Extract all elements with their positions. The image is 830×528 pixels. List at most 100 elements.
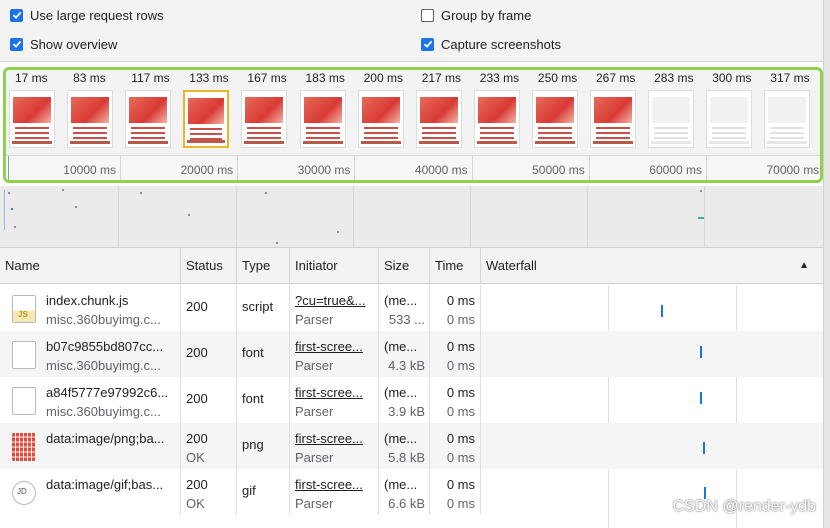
request-domain: misc.360buyimg.c... xyxy=(46,404,161,419)
column-header-status[interactable]: Status xyxy=(180,248,236,284)
ruler-tick xyxy=(706,156,707,180)
request-domain: misc.360buyimg.c... xyxy=(46,358,161,373)
frame-time-label: 17 ms xyxy=(15,71,48,85)
size-cell: (me... 533 ... xyxy=(378,285,429,331)
type-cell: gif xyxy=(236,469,289,515)
type-cell: script xyxy=(236,285,289,331)
request-row[interactable]: b07c9855bd807cc... misc.360buyimg.c... 200… xyxy=(0,331,823,377)
screenshot-filmstrip: 17 ms 83 ms 117 ms 133 ms 167 ms 183 ms 200 ms… xyxy=(3,67,823,183)
ruler-tick xyxy=(237,156,239,180)
screenshot-frame[interactable] xyxy=(415,90,462,148)
type-cell: png xyxy=(236,423,289,469)
transfer-size: (me... xyxy=(384,431,418,446)
request-time: 0 ms xyxy=(446,339,475,354)
group-by-frame-checkbox[interactable]: Group by frame xyxy=(421,6,531,24)
frame-time-label: 233 ms xyxy=(479,71,520,85)
screenshot-frame[interactable] xyxy=(764,90,811,148)
capture-screenshots-checkbox[interactable]: Capture screenshots xyxy=(421,35,561,53)
checkbox-checked-icon xyxy=(421,37,434,51)
request-row[interactable]: a84f5777e97992c6... misc.360buyimg.c... 20… xyxy=(0,377,823,423)
request-type: png xyxy=(242,437,264,452)
size-cell: (me... 4.3 kB xyxy=(378,331,429,377)
screenshot-frame[interactable] xyxy=(125,90,172,148)
initiator-type: Parser xyxy=(295,450,334,465)
request-time: 0 ms xyxy=(446,431,475,446)
name-cell: b07c9855bd807cc... misc.360buyimg.c... xyxy=(0,331,180,377)
request-time: 0 ms xyxy=(446,293,475,308)
vertical-scrollbar[interactable] xyxy=(823,0,830,528)
sort-ascending-icon[interactable]: ▲ xyxy=(799,260,809,271)
column-header-type[interactable]: Type xyxy=(236,248,289,284)
transfer-size: (me... xyxy=(384,477,418,492)
image-thumbnail-icon xyxy=(12,433,36,461)
checkbox-checked-icon xyxy=(10,37,23,51)
request-type: gif xyxy=(242,483,256,498)
request-latency: 0 ms xyxy=(446,450,475,465)
initiator-link[interactable]: ?cu=true&... xyxy=(295,293,366,308)
screenshot-frame[interactable] xyxy=(241,90,288,148)
size-cell: (me... 5.8 kB xyxy=(378,423,429,469)
request-name: data:image/gif;bas... xyxy=(46,477,164,492)
status-cell: 200 xyxy=(180,377,236,423)
status-code: 200 xyxy=(186,477,208,492)
capture-screenshots-label: Capture screenshots xyxy=(441,36,561,52)
large-rows-label: Use large request rows xyxy=(30,7,164,23)
screenshot-frame[interactable] xyxy=(590,90,636,148)
size-cell: (me... 6.6 kB xyxy=(378,469,429,515)
waterfall-bar xyxy=(661,305,663,317)
column-header-initiator[interactable]: Initiator xyxy=(289,248,378,284)
frame-time-label: 283 ms xyxy=(654,71,694,85)
request-row[interactable]: JS index.chunk.js misc.360buyimg.c... 200 sc… xyxy=(0,285,823,331)
request-latency: 0 ms xyxy=(446,496,475,511)
screenshot-frame[interactable] xyxy=(357,90,404,148)
ruler-tick xyxy=(471,156,473,180)
initiator-link[interactable]: first-scree... xyxy=(295,431,363,446)
request-table-header: Name Status Type Initiator Size Time Wat… xyxy=(0,248,823,284)
request-latency: 0 ms xyxy=(446,312,475,327)
request-name: a84f5777e97992c6... xyxy=(46,385,169,400)
screenshot-frame[interactable] xyxy=(706,90,753,148)
frame-time-label: 200 ms xyxy=(363,71,403,85)
status-code: 200 xyxy=(186,391,208,406)
frame-time-label: 250 ms xyxy=(537,71,578,85)
screenshot-frame[interactable] xyxy=(531,90,578,148)
initiator-cell: first-scree... Parser xyxy=(289,377,378,423)
ruler-tick xyxy=(120,156,121,180)
screenshot-frame[interactable] xyxy=(299,90,346,148)
resource-size: 3.9 kB xyxy=(388,404,425,419)
show-overview-checkbox[interactable]: Show overview xyxy=(10,35,117,53)
initiator-link[interactable]: first-scree... xyxy=(295,339,363,354)
screenshot-frame[interactable] xyxy=(473,90,520,148)
resource-size: 5.8 kB xyxy=(388,450,425,465)
network-overview-timeline[interactable] xyxy=(0,186,823,248)
screenshot-frame[interactable] xyxy=(183,90,230,148)
ruler-tick xyxy=(588,156,590,180)
initiator-type: Parser xyxy=(295,404,334,419)
file-icon xyxy=(12,387,36,415)
large-rows-checkbox[interactable]: Use large request rows xyxy=(10,6,164,24)
column-header-waterfall[interactable]: Waterfall ▲ xyxy=(480,248,823,284)
ruler-tick xyxy=(8,156,9,180)
frame-time-label: 167 ms xyxy=(247,71,287,85)
column-header-time[interactable]: Time xyxy=(429,248,480,284)
column-header-size[interactable]: Size xyxy=(378,248,429,284)
column-header-name[interactable]: Name xyxy=(5,258,40,273)
type-cell: font xyxy=(236,331,289,377)
status-text: OK xyxy=(186,450,205,465)
request-time: 0 ms xyxy=(446,385,475,400)
request-name: index.chunk.js xyxy=(46,293,129,308)
request-row[interactable]: data:image/png;ba... 200 OK png first-scree.… xyxy=(0,423,823,469)
request-row[interactable]: JD data:image/gif;bas... 200 OK gif first-scr… xyxy=(0,469,823,515)
screenshot-frame[interactable] xyxy=(9,90,55,148)
frame-time-label: 133 ms xyxy=(189,71,229,85)
time-cell: 0 ms 0 ms xyxy=(429,469,480,515)
screenshot-frame[interactable] xyxy=(648,90,695,148)
initiator-link[interactable]: first-scree... xyxy=(295,385,363,400)
screenshot-frame[interactable] xyxy=(67,90,114,148)
frame-time-label: 183 ms xyxy=(305,71,345,85)
initiator-link[interactable]: first-scree... xyxy=(295,477,363,492)
frame-time-label: 83 ms xyxy=(73,71,106,85)
ruler-tick-label: 40000 ms xyxy=(414,163,468,177)
initiator-cell: first-scree... Parser xyxy=(289,423,378,469)
initiator-cell: first-scree... Parser xyxy=(289,469,378,515)
